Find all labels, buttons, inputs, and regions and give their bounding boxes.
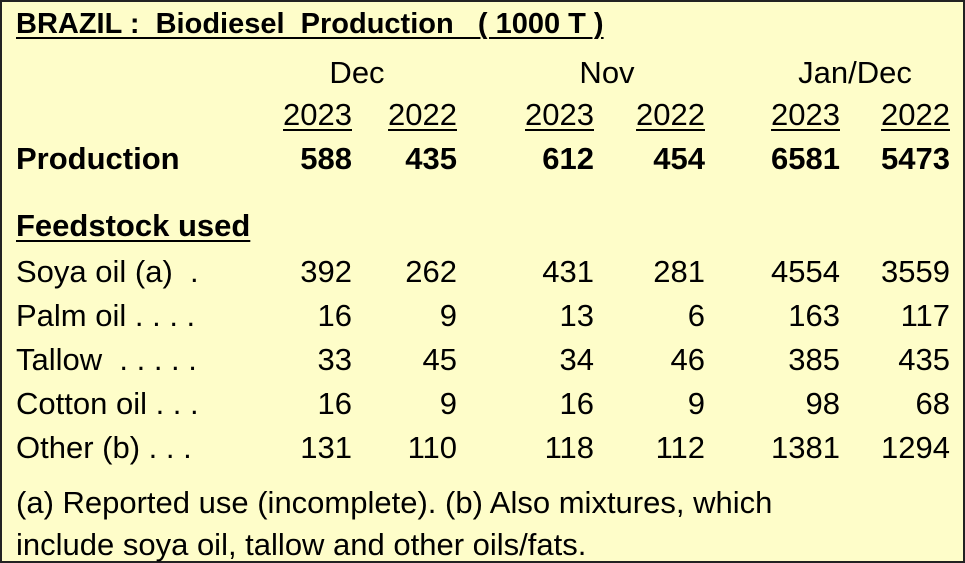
cell: 6	[687, 298, 705, 333]
cell: 1381	[771, 430, 840, 465]
cell: 588	[300, 141, 352, 176]
cell: 9	[439, 298, 457, 333]
row-label: Palm oil . . . .	[16, 298, 196, 333]
cell: 98	[805, 386, 840, 421]
cell: 16	[317, 298, 352, 333]
year-header: 2022	[636, 97, 705, 132]
period-header: Jan/Dec	[798, 55, 912, 90]
year-header: 2023	[283, 97, 352, 132]
year-header: 2023	[525, 97, 594, 132]
row-label: Tallow . . . . .	[16, 342, 197, 377]
cell: 16	[559, 386, 594, 421]
cell: 431	[542, 254, 594, 289]
year-header: 2022	[388, 97, 457, 132]
cell: 435	[405, 141, 457, 176]
year-header: 2023	[771, 97, 840, 132]
cell: 3559	[881, 254, 950, 289]
row-label: Soya oil (a) .	[16, 254, 199, 289]
cell: 110	[407, 430, 457, 465]
row-label: Production	[16, 141, 180, 176]
cell: 131	[300, 430, 352, 465]
cell: 281	[653, 254, 705, 289]
cell: 4554	[771, 254, 840, 289]
cell: 612	[542, 141, 594, 176]
cell: 5473	[881, 141, 950, 176]
cell: 435	[898, 342, 950, 377]
cell: 33	[317, 342, 352, 377]
cell: 34	[559, 342, 594, 377]
cell: 454	[653, 141, 705, 176]
cell: 45	[422, 342, 457, 377]
row-label: Other (b) . . .	[16, 430, 192, 465]
year-header: 2022	[881, 97, 950, 132]
cell: 118	[544, 430, 594, 465]
cell: 46	[670, 342, 705, 377]
cell: 117	[900, 298, 950, 333]
cell: 385	[788, 342, 840, 377]
cell: 16	[317, 386, 352, 421]
cell: 13	[559, 298, 594, 333]
cell: 163	[788, 298, 840, 333]
cell: 1294	[881, 430, 950, 465]
cell: 262	[405, 254, 457, 289]
section-heading: Feedstock used	[16, 208, 251, 243]
row-label: Cotton oil . . .	[16, 386, 199, 421]
cell: 392	[300, 254, 352, 289]
footnote: (a) Reported use (incomplete). (b) Also …	[16, 485, 773, 520]
cell: 6581	[771, 141, 840, 176]
period-header: Nov	[579, 55, 635, 90]
cell: 112	[655, 430, 705, 465]
cell: 68	[915, 386, 950, 421]
cell: 9	[439, 386, 457, 421]
footnote: include soya oil, tallow and other oils/…	[16, 527, 587, 562]
title: BRAZIL : Biodiesel Production ( 1000 T )	[16, 8, 604, 40]
period-header: Dec	[329, 55, 385, 90]
cell: 9	[687, 386, 705, 421]
